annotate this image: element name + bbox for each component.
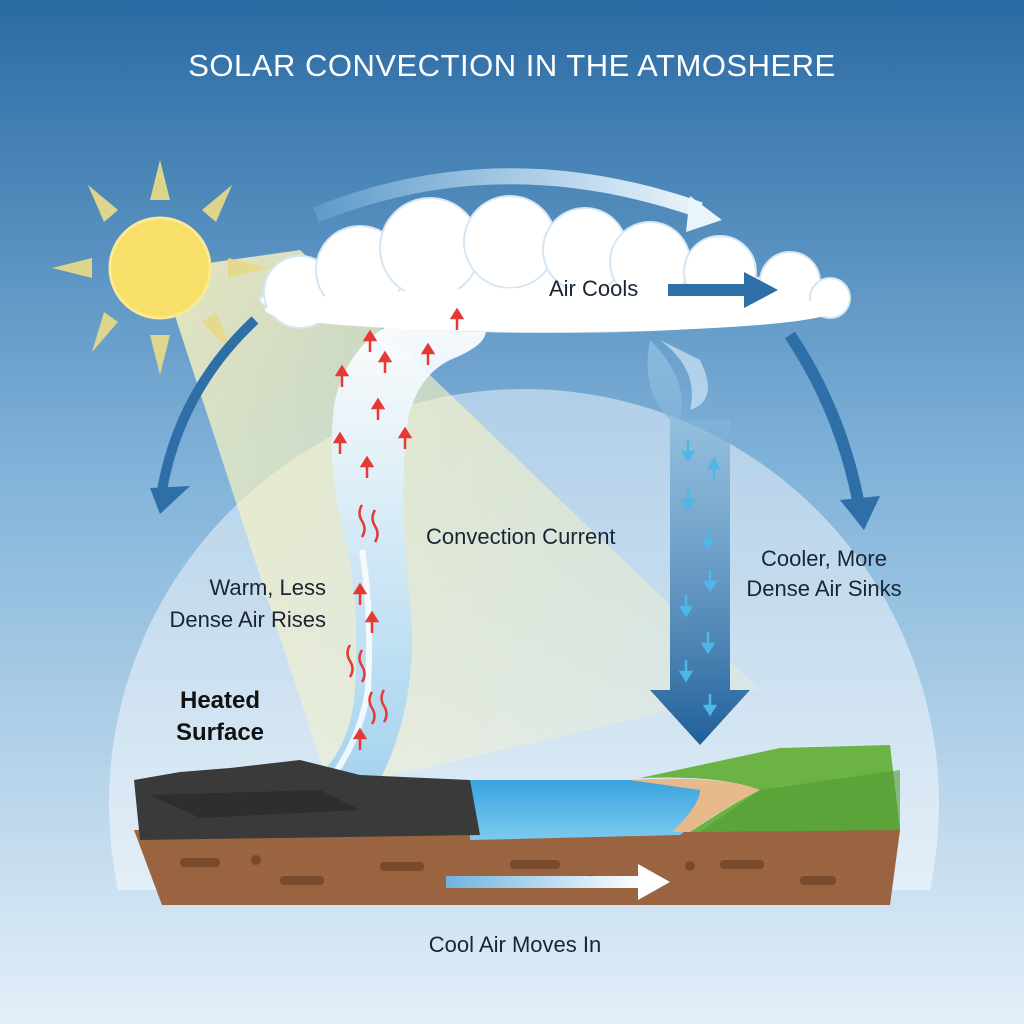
sand-shore — [630, 778, 760, 832]
sunlight-beam — [160, 250, 760, 790]
water-body — [470, 780, 710, 840]
warm-rising-arrows — [332, 307, 465, 750]
sun-icon — [52, 160, 268, 375]
air-cools-arrow — [668, 272, 778, 308]
cool-sinking-arrows — [678, 440, 722, 717]
right-descending-arrow — [785, 331, 880, 530]
convection-current-label: Convection Current — [426, 524, 616, 549]
page-title: SOLAR CONVECTION IN THE ATMOSHERE — [188, 48, 836, 83]
rising-air-column — [300, 320, 486, 800]
warm-air-rises-label: Warm, Less Dense Air Rises — [169, 575, 326, 632]
cool-air-moves-in-label: Cool Air Moves In — [428, 932, 602, 957]
heat-wave-squiggles — [346, 504, 388, 725]
air-cools-label: Air Cools — [549, 276, 639, 301]
sinking-air-column — [647, 340, 750, 745]
cloud-icon — [259, 195, 851, 333]
cool-air-sinks-label: Cooler, More Dense Air Sinks — [746, 546, 902, 601]
ground-flow-arrow — [446, 864, 670, 900]
heated-surface-label: Heated Surface — [175, 687, 265, 746]
top-flow-arrow — [312, 168, 722, 232]
left-descending-arrow — [150, 316, 259, 514]
